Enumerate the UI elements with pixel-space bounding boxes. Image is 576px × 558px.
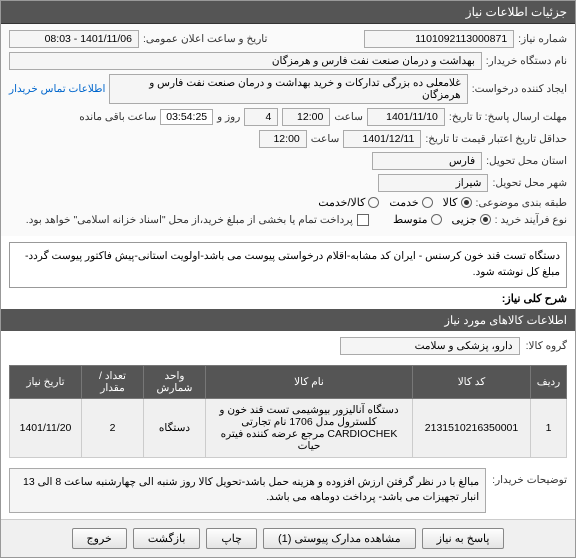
province-value: فارس bbox=[372, 152, 482, 170]
buyer-org-label: نام دستگاه خریدار: bbox=[486, 55, 567, 67]
city-value: شیراز bbox=[378, 174, 488, 192]
days-count: 4 bbox=[244, 108, 278, 126]
category-radios: کالا خدمت کالا/خدمت bbox=[318, 196, 471, 209]
province-label: استان محل تحویل: bbox=[486, 155, 567, 167]
attachments-button[interactable]: مشاهده مدارک پیوستی (1) bbox=[263, 528, 416, 549]
table-header: واحد شمارش bbox=[144, 365, 206, 398]
print-button[interactable]: چاپ bbox=[206, 528, 257, 549]
group-row: گروه کالا: دارو، پزشکی و سلامت bbox=[1, 331, 575, 361]
partial-pay-text: پرداخت تمام یا بخشی از مبلغ خرید،از محل … bbox=[26, 214, 353, 226]
validity-date: 1401/12/11 bbox=[343, 130, 421, 148]
city-label: شهر محل تحویل: bbox=[492, 177, 567, 189]
table-header: تاریخ نیاز bbox=[10, 365, 82, 398]
time-label-1: ساعت bbox=[334, 111, 363, 123]
deadline-label: مهلت ارسال پاسخ: تا تاریخ: bbox=[449, 111, 567, 123]
buyer-org-value: بهداشت و درمان صنعت نفت فارس و هرمزگان bbox=[9, 52, 482, 70]
notes-label: توضیحات خریدار: bbox=[492, 468, 567, 486]
announce-label: تاریخ و ساعت اعلان عمومی: bbox=[143, 33, 267, 45]
group-value: دارو، پزشکی و سلامت bbox=[340, 337, 520, 355]
radio-goods[interactable]: کالا bbox=[443, 196, 472, 209]
validity-time: 12:00 bbox=[259, 130, 307, 148]
creator-label: ایجاد کننده درخواست: bbox=[472, 83, 567, 95]
need-no-value: 1101092113000871 bbox=[364, 30, 514, 48]
description-text: دستگاه تست قند خون کرسنس - ایران کد مشاب… bbox=[25, 250, 560, 278]
radio-minor[interactable]: جزیی bbox=[452, 213, 491, 226]
respond-button[interactable]: پاسخ به نیاز bbox=[422, 528, 505, 549]
radio-icon bbox=[368, 197, 379, 208]
creator-value: غلامعلی ده بزرگی تدارکات و خرید بهداشت و… bbox=[109, 74, 467, 104]
form-section: شماره نیاز: 1101092113000871 تاریخ و ساع… bbox=[1, 24, 575, 236]
panel-title: جزئیات اطلاعات نیاز bbox=[466, 5, 567, 19]
category-label: طبقه بندی موضوعی: bbox=[476, 197, 567, 209]
table-cell: 2131510216350001 bbox=[413, 398, 531, 457]
table-header: نام کالا bbox=[206, 365, 413, 398]
table-header: ردیف bbox=[531, 365, 567, 398]
announce-value: 1401/11/06 - 08:03 bbox=[9, 30, 139, 48]
table-cell: دستگاه آنالیزور بیوشیمی تست قند خون و کل… bbox=[206, 398, 413, 457]
table-row: 12131510216350001دستگاه آنالیزور بیوشیمی… bbox=[10, 398, 567, 457]
radio-medium[interactable]: متوسط bbox=[393, 213, 442, 226]
radio-goods-service[interactable]: کالا/خدمت bbox=[318, 196, 379, 209]
radio-service[interactable]: خدمت bbox=[389, 196, 432, 209]
days-and-label: روز و bbox=[217, 111, 240, 123]
partial-pay-checkbox[interactable] bbox=[357, 214, 369, 226]
table-cell: 1 bbox=[531, 398, 567, 457]
deadline-time: 12:00 bbox=[282, 108, 330, 126]
table-cell: 1401/11/20 bbox=[10, 398, 82, 457]
radio-icon-checked bbox=[480, 214, 491, 225]
radio-icon bbox=[431, 214, 442, 225]
goods-header: اطلاعات کالاهای مورد نیاز bbox=[1, 309, 575, 331]
buy-type-label: نوع فرآیند خرید : bbox=[495, 214, 567, 226]
button-bar: پاسخ به نیاز مشاهده مدارک پیوستی (1) چاپ… bbox=[1, 519, 575, 557]
remain-label: ساعت باقی مانده bbox=[79, 111, 156, 123]
contact-link[interactable]: اطلاعات تماس خریدار bbox=[9, 83, 105, 95]
goods-table: ردیفکد کالانام کالاواحد شمارشتعداد / مقد… bbox=[9, 365, 567, 458]
panel-header: جزئیات اطلاعات نیاز bbox=[1, 1, 575, 24]
table-header: کد کالا bbox=[413, 365, 531, 398]
radio-icon-checked bbox=[461, 197, 472, 208]
table-cell: 2 bbox=[82, 398, 144, 457]
main-panel: جزئیات اطلاعات نیاز شماره نیاز: 11010921… bbox=[0, 0, 576, 558]
group-label: گروه کالا: bbox=[526, 340, 567, 352]
exit-button[interactable]: خروج bbox=[72, 528, 127, 549]
deadline-date: 1401/11/10 bbox=[367, 108, 445, 126]
validity-label: حداقل تاریخ اعتبار قیمت تا تاریخ: bbox=[425, 133, 567, 145]
buy-type-radios: جزیی متوسط bbox=[393, 213, 491, 226]
table-cell: دستگاه bbox=[144, 398, 206, 457]
time-label-2: ساعت bbox=[311, 133, 340, 145]
notes-box: مبالغ با در نظر گرفتن ارزش افزوده و هزین… bbox=[9, 468, 486, 514]
description-label: شرح کلی نیاز: bbox=[9, 292, 567, 305]
description-box: دستگاه تست قند خون کرسنس - ایران کد مشاب… bbox=[9, 242, 567, 288]
need-no-label: شماره نیاز: bbox=[518, 33, 567, 45]
back-button[interactable]: بازگشت bbox=[133, 528, 201, 549]
countdown: 03:54:25 bbox=[160, 109, 213, 125]
table-header: تعداد / مقدار bbox=[82, 365, 144, 398]
radio-icon bbox=[422, 197, 433, 208]
